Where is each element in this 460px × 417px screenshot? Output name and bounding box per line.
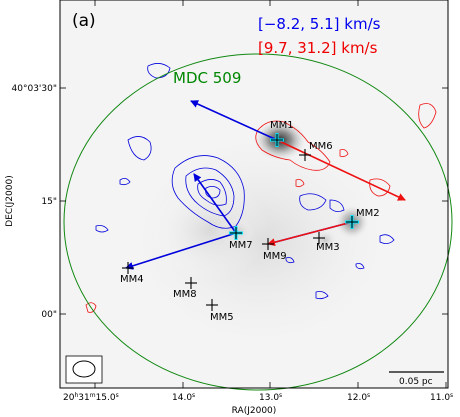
source-label: MM8 bbox=[173, 289, 197, 300]
blue-contour bbox=[119, 178, 131, 186]
x-tick-label: 12.0s bbox=[347, 392, 370, 403]
source-label: MM1 bbox=[270, 120, 294, 131]
mm9-red-outflow-arrow bbox=[267, 221, 353, 247]
mm7-blue-outflow-arrow-1 bbox=[193, 173, 237, 234]
beam-box bbox=[65, 355, 103, 384]
beam-ellipse bbox=[72, 360, 96, 378]
x-tick-label: 14.0s bbox=[172, 392, 195, 403]
source-label: MM4 bbox=[120, 274, 144, 285]
source-label: MM7 bbox=[229, 240, 253, 251]
source-label: MM9 bbox=[263, 251, 287, 262]
x-tick-label: 11.0s bbox=[430, 392, 453, 403]
mm7-blue-outflow-arrow-2 bbox=[125, 232, 237, 270]
blue-contour bbox=[355, 263, 365, 270]
source-markers: MM1 MM2 MM3 MM4 MM5 MM6 MM7 MM8 MM9 bbox=[120, 120, 380, 323]
legend-red-velocity-range: [9.7, 31.2] km/s bbox=[258, 39, 378, 57]
blue-contour bbox=[127, 136, 152, 161]
source-mm5: MM5 bbox=[206, 299, 234, 323]
red-contour bbox=[369, 178, 391, 197]
source-mm8: MM8 bbox=[173, 277, 197, 300]
x-tick-labels: 20h31m15.0s 14.0s 13.0s 12.0s 11.0s bbox=[63, 392, 453, 403]
red-contour bbox=[295, 179, 305, 188]
blue-contour bbox=[285, 257, 295, 264]
plot-frame bbox=[59, 0, 449, 389]
source-label: MM6 bbox=[309, 141, 333, 152]
blue-contour bbox=[205, 186, 221, 199]
y-tick-labels: 40°03'30" 15" 00" bbox=[12, 84, 57, 320]
source-label: MM2 bbox=[356, 208, 380, 219]
mm1-blue-outflow-arrow bbox=[190, 100, 278, 141]
dust-continuum-image bbox=[90, 100, 430, 380]
x-tick-label: 13.0s bbox=[259, 392, 282, 403]
blue-contour bbox=[329, 199, 345, 212]
outflow-arrows bbox=[125, 100, 406, 270]
red-contour bbox=[255, 120, 331, 171]
source-mm2: MM2 bbox=[345, 208, 380, 229]
legend-blue-velocity-range: [−8.2, 5.1] km/s bbox=[258, 15, 381, 33]
blue-contour bbox=[95, 225, 109, 233]
red-contour bbox=[85, 302, 97, 313]
source-mm3: MM3 bbox=[313, 232, 340, 253]
blue-contour bbox=[299, 193, 327, 211]
y-tick-label: 15" bbox=[41, 197, 57, 207]
blue-lobe-contours bbox=[95, 63, 395, 300]
red-contour bbox=[418, 103, 437, 129]
panel-label: (a) bbox=[72, 11, 96, 31]
blue-contour bbox=[379, 234, 395, 244]
source-mm4: MM4 bbox=[120, 262, 144, 285]
mm1-red-outflow-arrow bbox=[276, 139, 406, 201]
x-tick-label: 20h31m15.0s bbox=[63, 392, 119, 403]
mdc-509-boundary bbox=[63, 53, 453, 391]
x-axis-title: RA(J2000) bbox=[232, 406, 277, 416]
source-mm1: MM1 bbox=[270, 120, 294, 147]
source-mm7: MM7 bbox=[229, 226, 253, 251]
y-tick-label: 00" bbox=[41, 310, 57, 320]
blue-contour bbox=[197, 179, 227, 206]
red-contour bbox=[339, 149, 349, 158]
source-label: MM5 bbox=[210, 312, 234, 323]
blue-contour bbox=[185, 167, 235, 217]
scale-bar-label: 0.05 pc bbox=[399, 377, 433, 387]
source-label: MM3 bbox=[316, 242, 340, 253]
y-axis-title: DEC(J2000) bbox=[5, 175, 15, 226]
mdc-509-label: MDC 509 bbox=[173, 69, 241, 87]
red-lobe-contours bbox=[85, 103, 437, 313]
blue-contour bbox=[315, 291, 329, 300]
source-mm9: MM9 bbox=[262, 238, 287, 262]
source-mm6: MM6 bbox=[299, 141, 333, 161]
y-tick-label: 40°03'30" bbox=[12, 84, 57, 94]
blue-contour bbox=[147, 63, 171, 79]
